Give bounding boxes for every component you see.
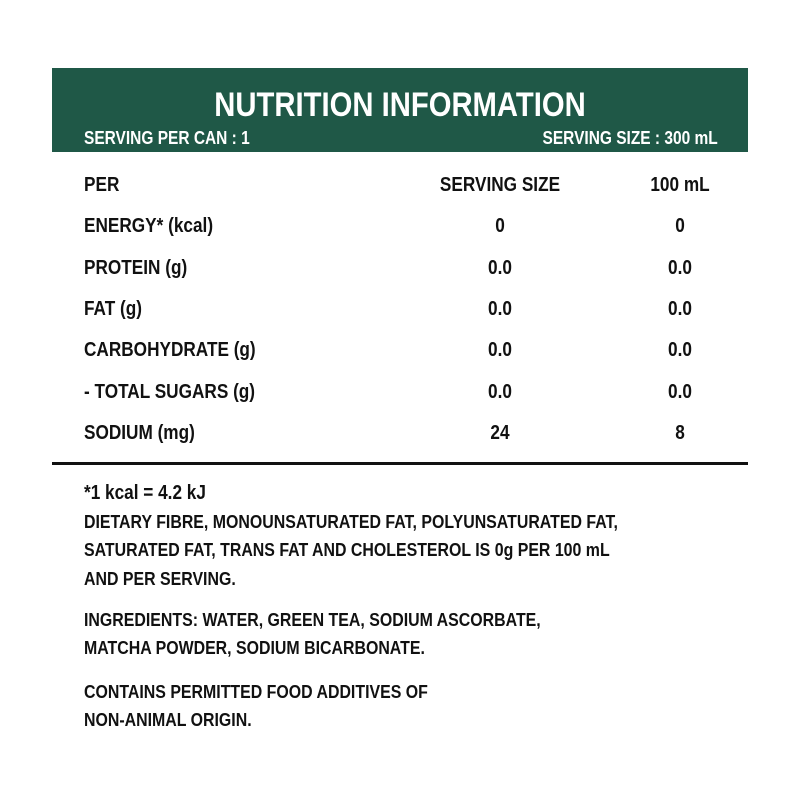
cell-value: 0.0 <box>668 339 692 362</box>
title: NUTRITION INFORMATION <box>214 86 586 124</box>
cell-value: 8 <box>675 421 685 444</box>
note-line: NON-ANIMAL ORIGIN. <box>84 709 252 731</box>
cell-value: 0 <box>675 215 685 238</box>
cell-value: 0.0 <box>488 297 512 320</box>
column-header: PER <box>84 174 120 196</box>
row-label: PROTEIN (g) <box>84 256 188 279</box>
row-label: ENERGY* (kcal) <box>84 215 214 238</box>
row-label: - TOTAL SUGARS (g) <box>84 380 256 403</box>
cell-value: 0.0 <box>668 256 692 279</box>
note-line: AND PER SERVING. <box>84 567 236 589</box>
cell-value: 0 <box>495 215 505 238</box>
note-line: INGREDIENTS: WATER, GREEN TEA, SODIUM AS… <box>84 608 541 630</box>
serving-per-can: SERVING PER CAN : 1 <box>84 128 250 148</box>
serving-size: SERVING SIZE : 300 mL <box>542 128 718 148</box>
note-line: MATCHA POWDER, SODIUM BICARBONATE. <box>84 637 425 659</box>
cell-value: 0.0 <box>488 380 512 403</box>
column-header: SERVING SIZE <box>439 174 561 196</box>
column-header: 100 mL <box>650 174 710 196</box>
row-label: FAT (g) <box>84 297 142 320</box>
cell-value: 0.0 <box>668 380 692 403</box>
cell-value: 24 <box>490 421 510 444</box>
note-line: DIETARY FIBRE, MONOUNSATURATED FAT, POLY… <box>84 510 618 532</box>
row-label: SODIUM (mg) <box>84 421 195 444</box>
divider <box>52 462 748 465</box>
cell-value: 0.0 <box>668 297 692 320</box>
note-line: CONTAINS PERMITTED FOOD ADDITIVES OF <box>84 680 428 702</box>
note-line: SATURATED FAT, TRANS FAT AND CHOLESTEROL… <box>84 539 610 561</box>
cell-value: 0.0 <box>488 256 512 279</box>
header-band <box>52 68 748 152</box>
footnote: *1 kcal = 4.2 kJ <box>84 482 206 504</box>
row-label: CARBOHYDRATE (g) <box>84 339 256 362</box>
cell-value: 0.0 <box>488 339 512 362</box>
